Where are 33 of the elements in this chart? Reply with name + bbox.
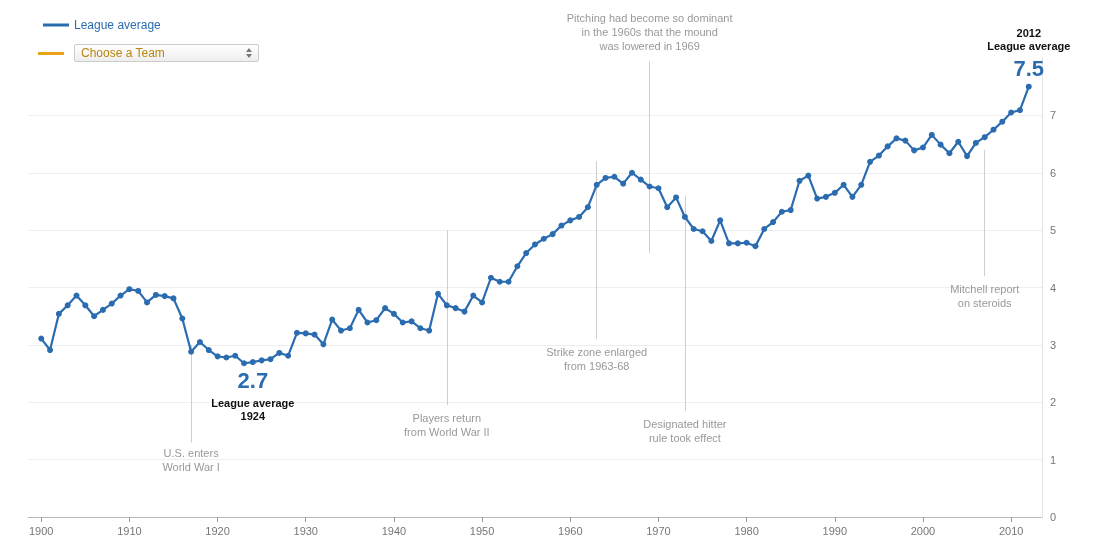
y-tick-label: 6 <box>1050 166 1057 179</box>
x-tick-label: 1940 <box>381 524 407 537</box>
y-tick-label: 4 <box>1050 281 1057 294</box>
x-tick-label: 1900 <box>28 524 54 537</box>
y-tick-label: 1 <box>1050 453 1057 466</box>
ref-line-label: Designated hitter rule took effect <box>643 417 727 444</box>
x-tick-label: 1970 <box>646 524 671 537</box>
x-tick-label: 2000 <box>910 524 936 537</box>
x-tick-label: 1910 <box>117 524 142 537</box>
annotation: League average 1924 <box>211 396 295 422</box>
ref-line-label: Strike zone enlarged from 1963-68 <box>546 346 648 373</box>
x-tick-label: 1990 <box>822 524 848 537</box>
x-tick-label: 1950 <box>469 524 495 537</box>
y-tick-label: 7 <box>1050 109 1057 122</box>
y-tick-label: 2 <box>1050 396 1057 409</box>
x-tick-label: 1980 <box>734 524 759 537</box>
text: 2012 League average <box>987 27 1071 53</box>
legend-label: League average <box>74 18 162 32</box>
x-tick-label: 1930 <box>293 524 318 537</box>
x-tick-label: 2010 <box>998 524 1024 537</box>
annotation: Choose a Team <box>81 46 165 60</box>
ref-line-label: Pitching had become so dominant in the 1960s that the mound was lowered in 1969 <box>566 12 733 53</box>
data-label: 2.7 <box>237 367 269 393</box>
team-dropdown: Choose a Team <box>74 44 259 62</box>
data-label: 7.5 <box>1013 56 1045 82</box>
x-tick-label: 1920 <box>205 524 230 537</box>
ref-line-label: Players return from World War II <box>404 412 490 439</box>
ref-line-label: U.S. enters World War I <box>162 446 220 473</box>
ref-line-label: Mitchell report on steroids <box>950 283 1020 310</box>
x-tick-label: 1960 <box>558 524 583 537</box>
y-tick-label: 5 <box>1050 224 1057 237</box>
y-tick-label: 3 <box>1050 338 1057 351</box>
y-tick-label: 0 <box>1050 511 1057 523</box>
